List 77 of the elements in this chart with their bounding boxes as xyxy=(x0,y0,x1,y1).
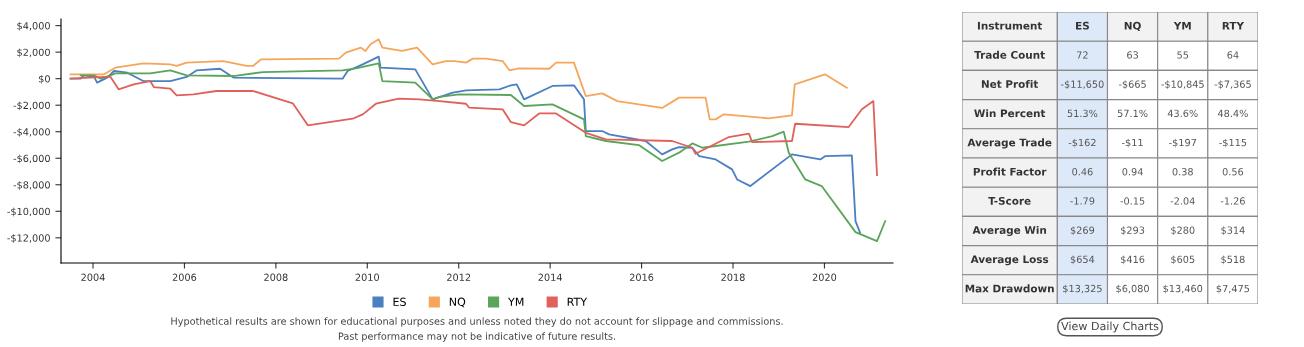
text: 0.38 xyxy=(1172,168,1193,176)
text: -$7,365 xyxy=(1214,80,1251,90)
y-tick-label: -$12,000 xyxy=(7,234,50,243)
x-tick-label: 2012 xyxy=(447,273,471,281)
text: -$197 xyxy=(1169,138,1197,148)
category-label: Max Drawdown xyxy=(965,284,1054,293)
x-tick-label: 2006 xyxy=(172,273,197,281)
x-tick-label: 2004 xyxy=(81,273,105,281)
category-label: T-Score xyxy=(988,196,1031,205)
text: $7,475 xyxy=(1216,284,1250,294)
text: 63 xyxy=(1127,51,1138,59)
text: -2.04 xyxy=(1170,197,1195,205)
category-label: ES xyxy=(1076,21,1089,30)
legend-label: NQ xyxy=(449,297,466,308)
line-series xyxy=(69,75,878,176)
text: -$665 xyxy=(1118,80,1146,90)
text: $416 xyxy=(1121,255,1145,265)
category-label: Win Percent xyxy=(974,109,1046,118)
legend-label: YM xyxy=(508,297,524,306)
text: $605 xyxy=(1171,255,1195,265)
text: 48.4% xyxy=(1217,109,1248,118)
text: 0.46 xyxy=(1072,168,1093,176)
legend-label: ES xyxy=(393,297,406,306)
text: 43.6% xyxy=(1167,109,1198,118)
x-tick-label: 2016 xyxy=(629,273,654,281)
text: 51.3% xyxy=(1067,109,1098,118)
text: $518 xyxy=(1221,255,1245,265)
x-tick-label: 2018 xyxy=(721,273,745,281)
x-tick-label: 2020 xyxy=(812,273,837,281)
text: View Daily Charts xyxy=(1061,321,1159,333)
y-tick-label: $0 xyxy=(39,74,50,84)
text: $654 xyxy=(1070,255,1095,265)
text: 57.1% xyxy=(1117,109,1148,118)
text: $314 xyxy=(1221,226,1245,236)
legend-label: RTY xyxy=(567,297,588,306)
text: 55 xyxy=(1177,51,1189,59)
text: -1.26 xyxy=(1220,197,1245,205)
text: -$11 xyxy=(1122,138,1143,148)
y-tick-label: -$4,000 xyxy=(13,128,50,137)
text: $13,460 xyxy=(1163,284,1203,294)
text: 64 xyxy=(1227,51,1239,59)
y-tick-label: $2,000 xyxy=(17,48,50,58)
y-tick-label: -$10,000 xyxy=(7,207,50,217)
text: -$162 xyxy=(1068,138,1096,148)
category-label: Trade Count xyxy=(974,50,1045,59)
x-tick-label: 2008 xyxy=(264,273,288,281)
category-label: Net Profit xyxy=(981,79,1039,89)
y-tick-label: -$2,000 xyxy=(13,101,50,111)
text: -$115 xyxy=(1219,138,1247,148)
text: Past performance may not be indicative of future results. xyxy=(338,332,616,342)
text: 0.94 xyxy=(1122,168,1143,176)
text: Instrument xyxy=(977,21,1043,30)
text: $293 xyxy=(1121,226,1145,236)
text: $269 xyxy=(1070,226,1095,236)
text: -1.79 xyxy=(1070,197,1095,205)
text: $6,080 xyxy=(1116,284,1149,294)
y-tick-label: -$6,000 xyxy=(13,154,50,164)
category-label: RTY xyxy=(1222,21,1245,30)
y-tick-label: $4,000 xyxy=(17,21,50,31)
text: Hypothetical results are shown for educational purposes and unless noted they do not account for slippage and commissions. xyxy=(171,317,783,327)
x-tick-label: 2014 xyxy=(538,273,562,281)
text: -0.15 xyxy=(1120,197,1145,205)
x-tick-label: 2010 xyxy=(355,273,380,281)
text: $280 xyxy=(1171,226,1195,236)
text: -$11,650 xyxy=(1061,80,1104,90)
line-series xyxy=(69,38,848,121)
category-label: Average Win xyxy=(972,225,1047,237)
category-label: YM xyxy=(1173,21,1191,30)
category-label: NQ xyxy=(1124,21,1141,31)
category-label: Average Trade xyxy=(967,138,1052,149)
category-label: Average Loss xyxy=(970,255,1049,266)
text: -$10,845 xyxy=(1161,80,1204,90)
text: $13,325 xyxy=(1063,284,1102,294)
text: 72 xyxy=(1077,51,1088,59)
y-tick-label: -$8,000 xyxy=(13,181,50,190)
category-label: Profit Factor xyxy=(973,167,1047,176)
text: 0.56 xyxy=(1222,168,1244,176)
